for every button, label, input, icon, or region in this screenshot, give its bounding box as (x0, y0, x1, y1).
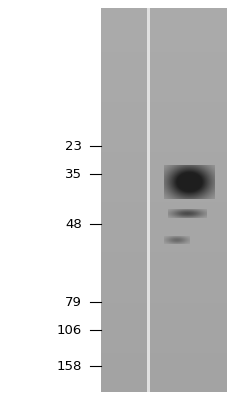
Text: 48: 48 (65, 218, 82, 230)
Text: 158: 158 (57, 360, 82, 372)
Text: 106: 106 (57, 324, 82, 336)
Text: 79: 79 (65, 296, 82, 308)
Text: 35: 35 (65, 168, 82, 180)
Bar (146, 8, 150, 392)
Text: 23: 23 (65, 140, 82, 152)
